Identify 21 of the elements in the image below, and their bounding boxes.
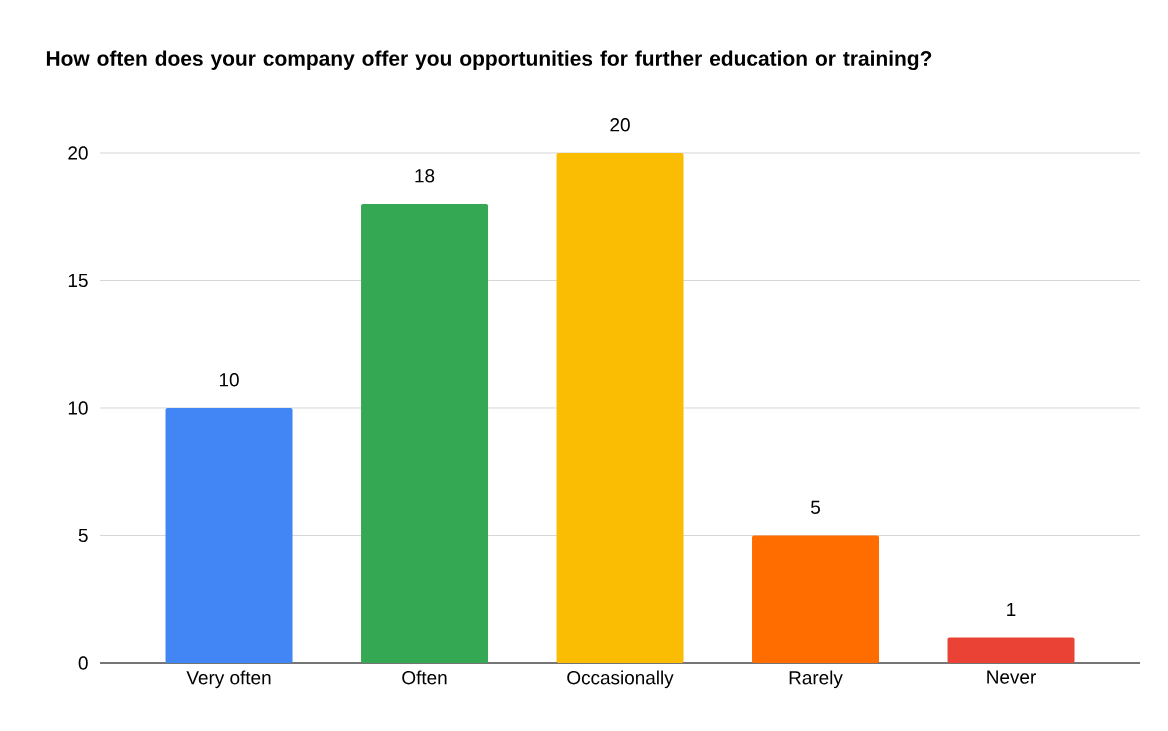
x-tick-label: Very often [186, 670, 271, 689]
data-label: 10 [219, 373, 239, 387]
y-tick-label: 5 [78, 528, 88, 543]
bar [361, 204, 489, 663]
data-label: 1 [1007, 602, 1016, 616]
bar [556, 152, 684, 663]
x-tick-label: Never [987, 670, 1036, 684]
x-tick-label: Rarely [789, 670, 843, 689]
data-label: 5 [811, 500, 820, 514]
data-label: 20 [610, 118, 630, 132]
chart-title: How often does your company offer you opportunities for further education or training? [46, 50, 932, 71]
y-tick-label: 0 [78, 656, 88, 670]
bar [947, 637, 1075, 663]
y-tick-label: 10 [68, 401, 88, 415]
y-tick-label: 20 [68, 146, 88, 160]
data-label: 18 [415, 169, 435, 183]
x-tick-label: Often [402, 670, 447, 685]
x-tick-label: Occasionally [567, 670, 674, 689]
bar [165, 408, 293, 663]
bar [752, 535, 880, 663]
y-tick-label: 15 [68, 273, 88, 288]
